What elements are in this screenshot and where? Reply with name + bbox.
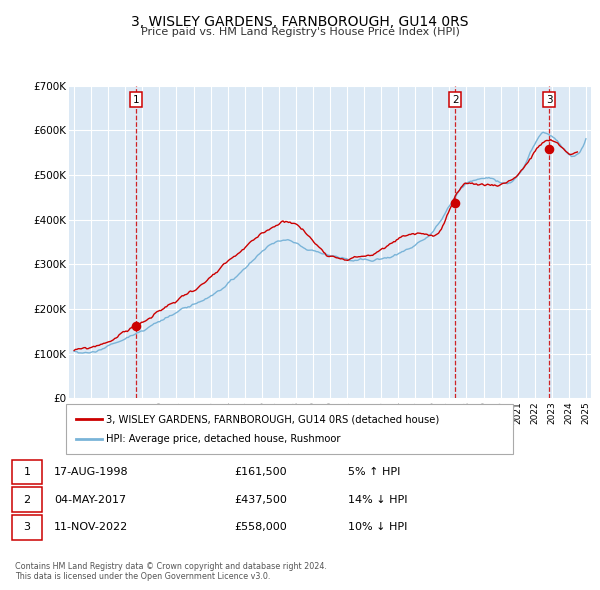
Text: £161,500: £161,500 [234,467,287,477]
Text: 2: 2 [452,94,458,104]
Text: 10% ↓ HPI: 10% ↓ HPI [348,523,407,532]
Point [131,322,141,331]
Text: Price paid vs. HM Land Registry's House Price Index (HPI): Price paid vs. HM Land Registry's House … [140,27,460,37]
Text: £437,500: £437,500 [234,495,287,504]
Text: 1: 1 [23,467,31,477]
Text: Contains HM Land Registry data © Crown copyright and database right 2024.
This d: Contains HM Land Registry data © Crown c… [15,562,327,581]
Text: 3, WISLEY GARDENS, FARNBOROUGH, GU14 0RS (detached house): 3, WISLEY GARDENS, FARNBOROUGH, GU14 0RS… [106,415,439,424]
Text: 17-AUG-1998: 17-AUG-1998 [54,467,128,477]
Text: £558,000: £558,000 [234,523,287,532]
Text: 11-NOV-2022: 11-NOV-2022 [54,523,128,532]
Text: 14% ↓ HPI: 14% ↓ HPI [348,495,407,504]
Text: 5% ↑ HPI: 5% ↑ HPI [348,467,400,477]
Text: 3: 3 [23,523,31,532]
Text: 1: 1 [133,94,139,104]
Text: 3: 3 [546,94,553,104]
Text: 3, WISLEY GARDENS, FARNBOROUGH, GU14 0RS: 3, WISLEY GARDENS, FARNBOROUGH, GU14 0RS [131,15,469,29]
Point [545,145,554,154]
Text: 04-MAY-2017: 04-MAY-2017 [54,495,126,504]
Text: HPI: Average price, detached house, Rushmoor: HPI: Average price, detached house, Rush… [106,434,341,444]
Point [451,198,460,208]
Text: 2: 2 [23,495,31,504]
